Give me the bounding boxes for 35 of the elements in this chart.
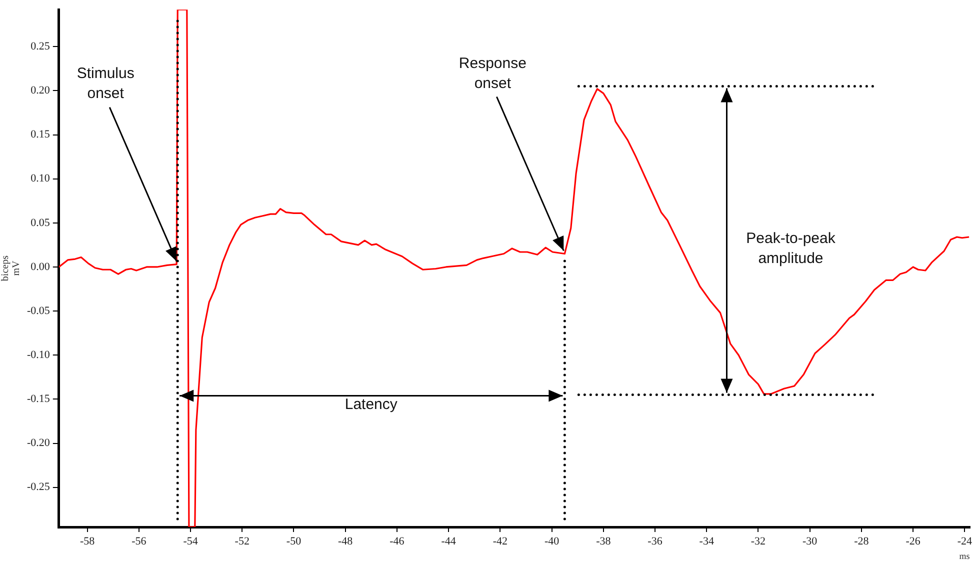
y-tick-label: -0.15 [26, 393, 50, 406]
x-tick-label: -24 [957, 535, 972, 548]
x-tick-label: -38 [596, 535, 612, 548]
y-tick-label: 0.25 [30, 40, 50, 53]
y-tick-label: 0.20 [30, 84, 50, 97]
x-tick-label: -42 [492, 535, 508, 548]
y-tick-label: 0.05 [30, 216, 50, 229]
annotation: Stimulus onset [76, 64, 136, 104]
annotation: Latency [344, 394, 398, 415]
y-tick-label: 0.15 [30, 128, 50, 141]
annotation: Peak-to-peak amplitude [745, 228, 836, 269]
x-tick-label: -40 [544, 535, 560, 548]
x-axis-title: ms [959, 550, 970, 561]
x-tick-label: -56 [132, 535, 147, 548]
x-tick-label: -58 [80, 535, 96, 548]
y-tick-label: 0.00 [30, 260, 50, 273]
x-tick-label: -26 [906, 535, 921, 548]
x-tick-label: -32 [750, 535, 766, 548]
x-tick-label: -54 [183, 535, 198, 548]
x-tick-label: -44 [441, 535, 456, 548]
x-tick-label: -30 [802, 535, 818, 548]
x-tick-label: -52 [234, 535, 250, 548]
annotation: Response onset [458, 54, 528, 94]
y-axis-title: biceps mV [0, 255, 22, 282]
x-tick-label: -50 [286, 535, 302, 548]
y-tick-label: 0.10 [30, 172, 50, 185]
x-tick-label: -34 [699, 535, 714, 548]
y-tick-label: -0.10 [26, 349, 50, 362]
y-tick-label: -0.05 [26, 304, 50, 317]
x-tick-label: -46 [390, 535, 405, 548]
y-tick-label: -0.25 [26, 481, 50, 494]
x-tick-label: -28 [854, 535, 870, 548]
x-tick-label: -48 [338, 535, 354, 548]
y-tick-label: -0.20 [26, 437, 50, 450]
x-tick-label: -36 [648, 535, 663, 548]
